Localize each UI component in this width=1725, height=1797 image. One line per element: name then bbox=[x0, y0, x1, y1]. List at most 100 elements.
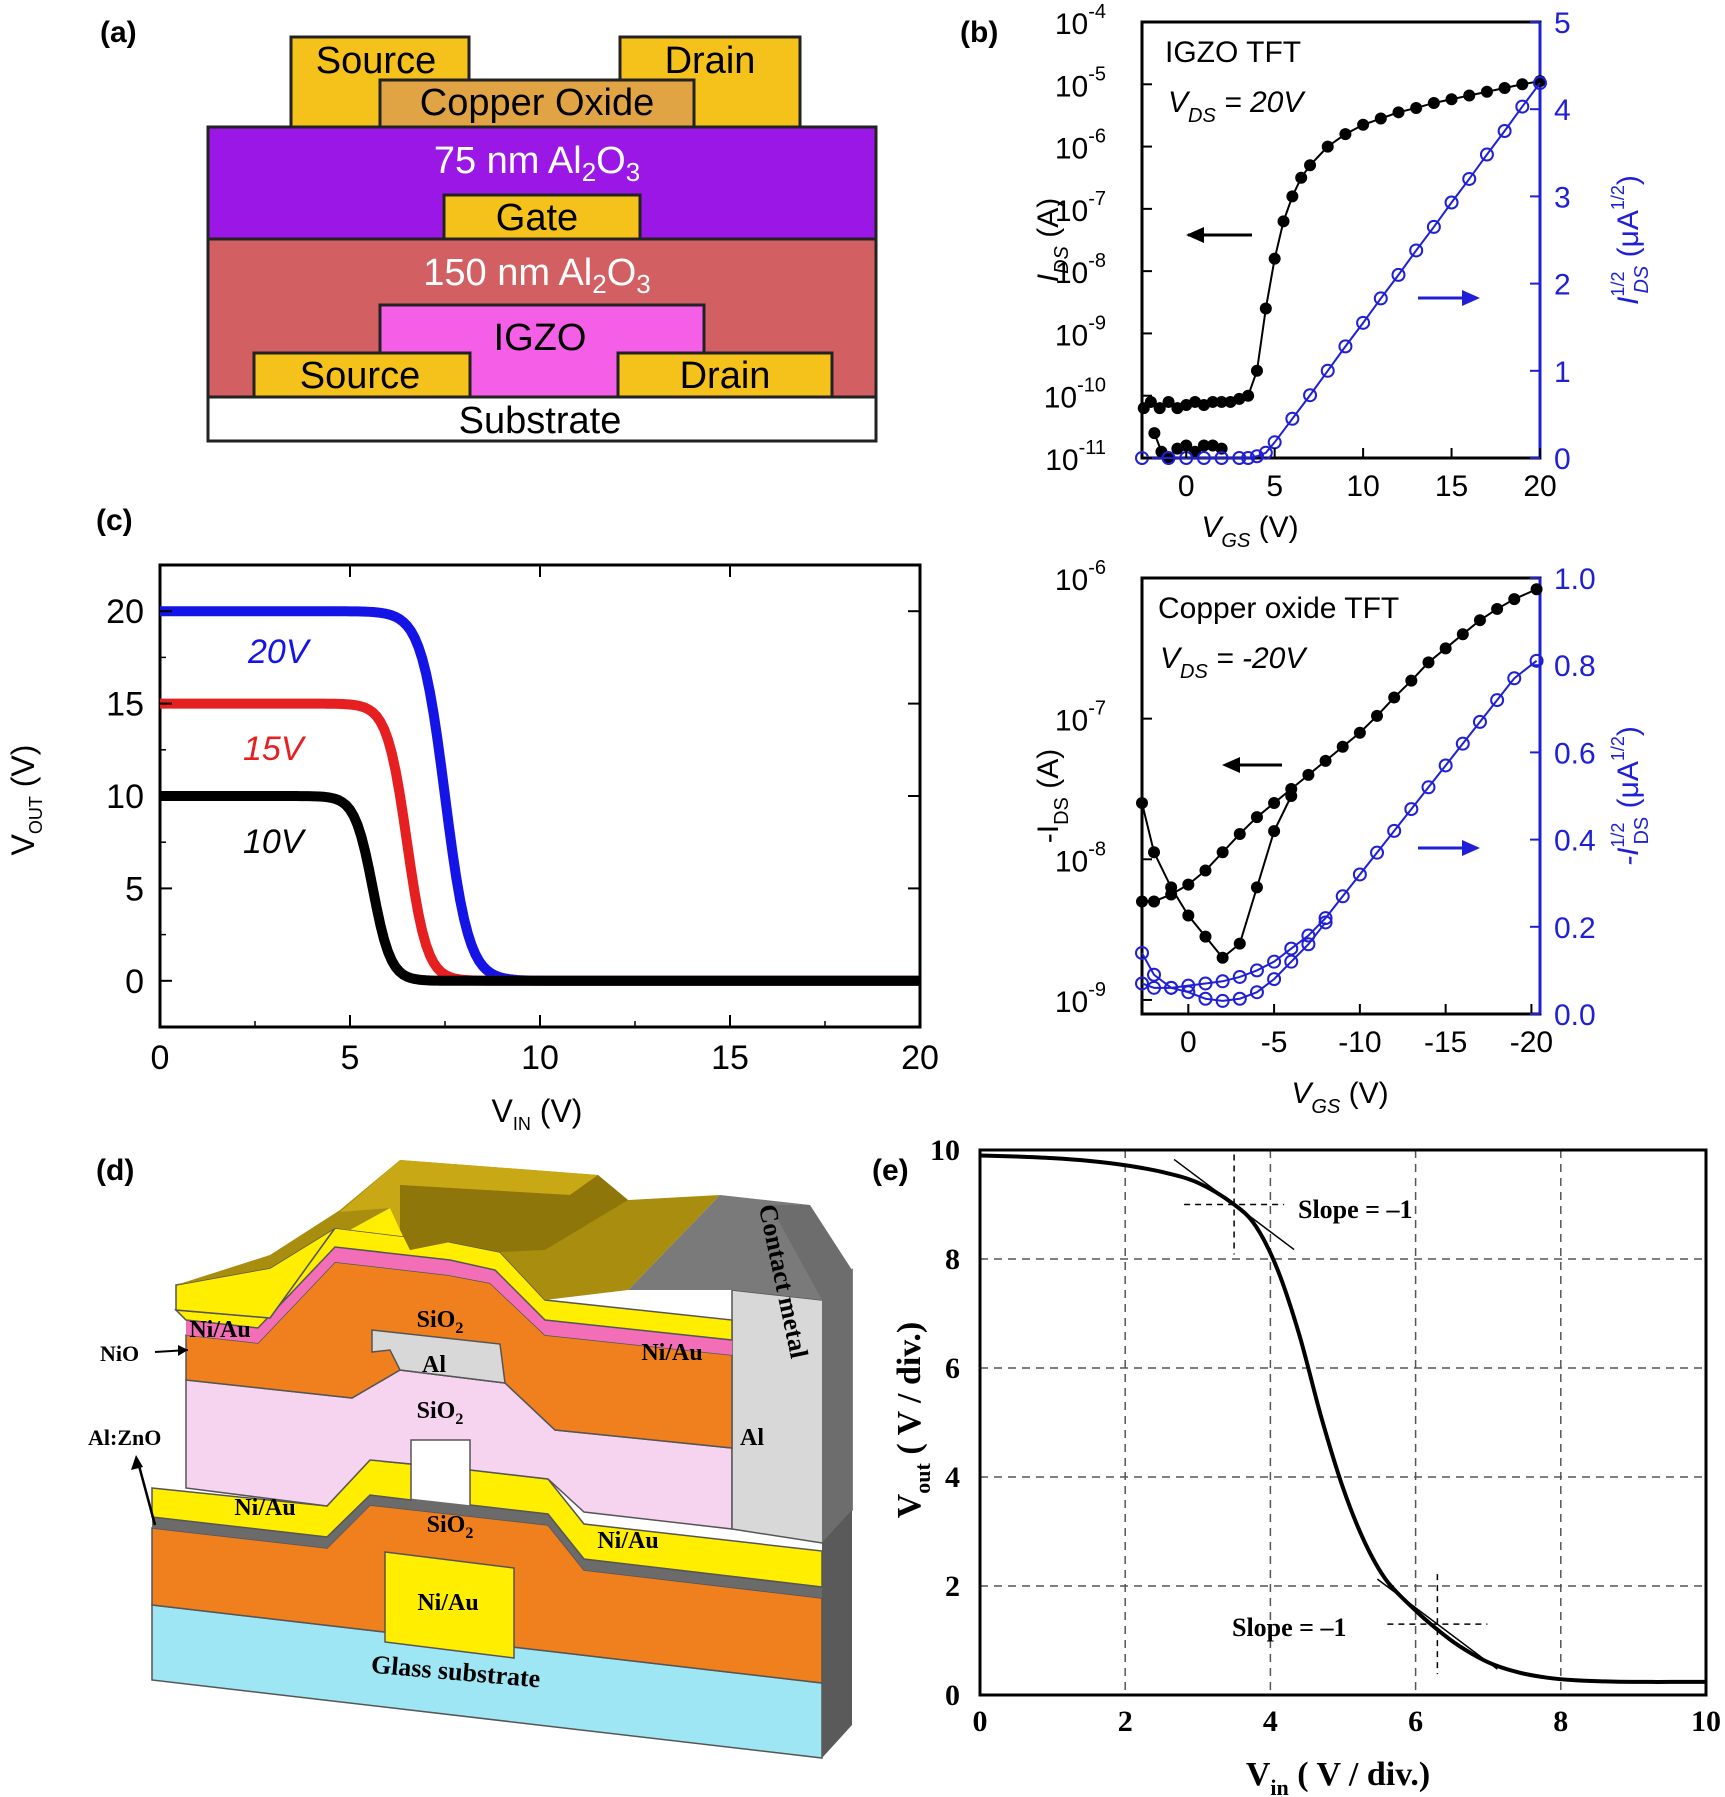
data-point bbox=[1249, 985, 1264, 1000]
chart-title: Copper oxide TFT bbox=[1158, 592, 1399, 625]
al-contact-label: Al bbox=[740, 1425, 764, 1451]
x-tick-label: 0 bbox=[1180, 1026, 1197, 1059]
data-point bbox=[1196, 451, 1211, 465]
y-right-axis-title: I1/2 DS (μA1/2) bbox=[1608, 175, 1653, 305]
data-point bbox=[1405, 674, 1418, 687]
top-drain-label: Drain bbox=[665, 40, 756, 82]
data-point bbox=[1352, 867, 1367, 882]
y-left-tick-label: 10-6 bbox=[1055, 557, 1106, 597]
y-left-tick-label: 10-11 bbox=[1045, 437, 1106, 477]
sio2-top-label: SiO2 bbox=[417, 1307, 464, 1337]
niau-right-bottom bbox=[469, 1469, 823, 1588]
data-point bbox=[1206, 395, 1219, 408]
y-tick-label: 2 bbox=[945, 1570, 960, 1603]
sio2-bottom-label: SiO2 bbox=[427, 1512, 474, 1542]
data-point bbox=[1284, 954, 1299, 969]
series-label-15v: 15V bbox=[243, 730, 307, 768]
x-tick-label: 10 bbox=[521, 1039, 559, 1077]
data-point bbox=[1356, 315, 1371, 330]
data-point bbox=[1473, 614, 1486, 627]
data-point bbox=[1490, 693, 1505, 708]
y-right-tick-label: 0.6 bbox=[1554, 737, 1596, 770]
top-ridge-highlight bbox=[340, 1160, 598, 1230]
sio2-mid-label: SiO2 bbox=[417, 1398, 464, 1428]
nio-label: NiO bbox=[100, 1341, 139, 1366]
y-left-tick-label: 10-8 bbox=[1055, 838, 1106, 878]
right-arrow-head bbox=[1462, 840, 1480, 856]
series-1-line bbox=[1141, 795, 1293, 960]
data-point bbox=[1392, 106, 1405, 119]
data-point bbox=[1164, 980, 1179, 995]
series-3-line bbox=[1141, 921, 1327, 1002]
tick-group: 0 2 4 6 8 10 10 8 6 4 2 0 bbox=[930, 1134, 1721, 1738]
data-point bbox=[1445, 93, 1458, 106]
y-left-axis-title: IDS (A) bbox=[1032, 198, 1073, 282]
y-right-tick-label: 4 bbox=[1554, 94, 1571, 127]
panel-d-3d-cross-section: SiO2 Ni/Au Ni/Au NiO Al SiO2 Al Contact … bbox=[88, 1160, 853, 1759]
data-point bbox=[1162, 395, 1175, 408]
x-tick-label: -20 bbox=[1510, 1026, 1553, 1059]
chart-b-igzo-tft: 0 5 10 15 2010-410-510-610-710-810-910-1010-… bbox=[1032, 1, 1653, 552]
data-point bbox=[1215, 442, 1228, 455]
data-point bbox=[1320, 363, 1335, 378]
data-point bbox=[1480, 85, 1493, 98]
y-right-tick-label: 0.4 bbox=[1554, 825, 1596, 858]
copper-oxide-layer bbox=[378, 78, 696, 129]
data-point bbox=[1147, 980, 1162, 995]
x-tick-label: 20 bbox=[901, 1039, 939, 1077]
y-left-axis-title: -IDS (A) bbox=[1032, 749, 1073, 843]
igzo-label: IGZO bbox=[494, 317, 587, 359]
y-right-tick-label: 5 bbox=[1554, 7, 1571, 40]
x-tick-label: 15 bbox=[1435, 470, 1468, 503]
slope-annotation-top: Slope = –1 bbox=[1298, 1195, 1413, 1224]
panel-label-e: (e) bbox=[872, 1154, 909, 1187]
data-point bbox=[1439, 642, 1452, 655]
right-arrow-head bbox=[1462, 290, 1480, 306]
data-point bbox=[1136, 797, 1148, 810]
data-point bbox=[1284, 941, 1299, 956]
y-tick-label: 10 bbox=[106, 778, 144, 816]
series-group bbox=[1135, 75, 1547, 465]
data-point bbox=[1233, 937, 1246, 950]
data-point bbox=[1318, 911, 1333, 926]
al-gate bbox=[371, 1329, 506, 1384]
nio-layer bbox=[186, 1247, 732, 1355]
y-tick-label: 0 bbox=[945, 1679, 960, 1712]
series-2-line bbox=[1141, 660, 1538, 989]
data-point bbox=[1165, 881, 1178, 894]
data-point bbox=[1373, 291, 1388, 306]
data-point bbox=[1285, 411, 1300, 426]
data-point bbox=[1463, 89, 1476, 102]
contact-metal-side bbox=[770, 1205, 852, 1543]
y-left-tick-label: 10-5 bbox=[1055, 63, 1106, 103]
al-zno-pointer bbox=[136, 1461, 157, 1526]
tick-group: 0 5 10 15 20 20 15 10 5 0 bbox=[106, 564, 939, 1077]
data-point bbox=[1268, 252, 1281, 265]
data-point bbox=[1319, 754, 1332, 767]
copper-oxide-label: Copper Oxide bbox=[420, 82, 654, 124]
x-tick-label: 5 bbox=[1266, 470, 1283, 503]
y-left-tick-label: 10-8 bbox=[1055, 250, 1106, 290]
data-point bbox=[1268, 797, 1281, 810]
y-left-tick-label: 10-7 bbox=[1055, 698, 1106, 738]
data-point bbox=[1249, 963, 1264, 978]
data-point bbox=[1153, 402, 1166, 415]
data-point bbox=[1268, 825, 1281, 838]
y-left-tick-label: 10-9 bbox=[1055, 312, 1106, 352]
x-tick-label: -5 bbox=[1261, 1026, 1288, 1059]
chart-e-transfer-curve: 0 2 4 6 8 10 10 8 6 4 2 0 Slope = –1 Slope = –1 Vin… bbox=[891, 1134, 1721, 1797]
x-axis-title: VGS (V) bbox=[1291, 1077, 1388, 1118]
data-point bbox=[1250, 364, 1263, 377]
data-point bbox=[1338, 339, 1353, 354]
data-point bbox=[1444, 195, 1459, 210]
chart-b-copper-oxide-tft: 0 -5 -10 -15 -20 10-6 10-7 10-8 10-9 1.0 0.8 0.6 0.4… bbox=[1032, 557, 1653, 1118]
data-point bbox=[1215, 395, 1228, 408]
y-right-tick-label: 1 bbox=[1554, 356, 1571, 389]
series-label-10v: 10V bbox=[243, 823, 307, 861]
data-point bbox=[1404, 802, 1419, 817]
data-point bbox=[1336, 740, 1349, 753]
bottom-niau-gate bbox=[384, 1551, 515, 1659]
data-point bbox=[1135, 976, 1149, 991]
data-point bbox=[1161, 451, 1176, 465]
x-axis-title: VGS (V) bbox=[1201, 511, 1298, 552]
